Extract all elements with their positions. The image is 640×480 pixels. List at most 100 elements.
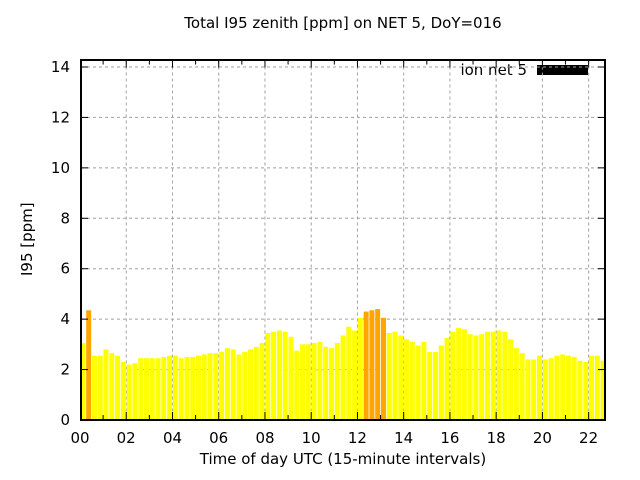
bar-17:45 xyxy=(490,331,496,420)
bar-22:30 xyxy=(600,360,606,420)
bar-11:30 xyxy=(346,326,352,420)
bar-19:45 xyxy=(537,355,543,420)
bar-19:15 xyxy=(525,359,531,420)
bar-11:00 xyxy=(334,343,340,420)
bars xyxy=(80,309,606,420)
bar-10:00 xyxy=(311,343,317,420)
bar-20:15 xyxy=(548,358,554,420)
bar-14:00 xyxy=(404,339,410,420)
bar-08:15 xyxy=(271,331,277,420)
bar-00:30 xyxy=(91,355,97,420)
bar-00:45 xyxy=(97,355,103,420)
bar-12:15 xyxy=(363,311,369,420)
bar-02:15 xyxy=(132,363,138,420)
bar-18:30 xyxy=(508,339,514,420)
bar-11:15 xyxy=(340,335,346,420)
bar-09:15 xyxy=(294,350,300,420)
bar-03:15 xyxy=(155,358,161,420)
bar-16:30 xyxy=(461,329,467,420)
svg-text:12: 12 xyxy=(348,429,367,447)
bar-12:00 xyxy=(357,317,363,420)
x-axis-label: Time of day UTC (15-minute intervals) xyxy=(199,450,487,468)
bar-20:30 xyxy=(554,355,560,420)
bar-02:00 xyxy=(126,364,132,420)
bar-03:00 xyxy=(149,358,155,420)
svg-text:4: 4 xyxy=(60,310,70,328)
svg-text:2: 2 xyxy=(60,361,70,379)
bar-12:30 xyxy=(369,310,375,420)
bar-07:15 xyxy=(248,349,254,420)
bar-16:15 xyxy=(456,327,462,420)
bar-09:30 xyxy=(300,344,306,420)
bar-15:15 xyxy=(432,351,438,420)
bar-00:15 xyxy=(86,310,92,420)
svg-text:6: 6 xyxy=(60,260,70,278)
bar-02:30 xyxy=(138,358,144,420)
bar-11:45 xyxy=(352,330,358,420)
bar-00:00 xyxy=(80,343,86,420)
bar-06:30 xyxy=(230,349,236,420)
bar-08:45 xyxy=(282,331,288,420)
bar-14:45 xyxy=(421,341,427,420)
bar-18:15 xyxy=(502,331,508,420)
bar-09:45 xyxy=(305,344,311,420)
bar-21:30 xyxy=(577,360,583,420)
bar-14:15 xyxy=(409,341,415,420)
bar-06:15 xyxy=(224,348,230,420)
svg-text:8: 8 xyxy=(60,209,70,227)
bar-01:00 xyxy=(103,349,109,420)
bar-10:30 xyxy=(323,346,329,420)
bar-21:15 xyxy=(571,356,577,420)
bar-20:00 xyxy=(542,359,548,420)
x-tick-labels: 00 02 04 06 08 10 12 14 16 18 20 22 xyxy=(70,429,598,447)
y-tick-labels: 0 2 4 6 8 10 12 14 xyxy=(51,58,70,429)
bar-16:45 xyxy=(467,334,473,420)
bar-21:45 xyxy=(583,362,589,420)
bar-22:15 xyxy=(594,355,600,420)
bar-04:30 xyxy=(184,356,190,420)
chart-title: Total I95 zenith [ppm] on NET 5, DoY=016 xyxy=(184,14,502,32)
svg-text:16: 16 xyxy=(440,429,459,447)
bar-13:45 xyxy=(398,335,404,420)
ticks xyxy=(81,60,605,419)
bar-04:15 xyxy=(178,358,184,420)
bar-03:30 xyxy=(161,356,167,420)
bar-03:45 xyxy=(167,355,173,420)
svg-text:08: 08 xyxy=(255,429,274,447)
bar-07:00 xyxy=(242,351,248,420)
bar-04:00 xyxy=(172,355,178,420)
bar-01:30 xyxy=(115,355,121,420)
bar-10:45 xyxy=(328,348,334,420)
bar-01:45 xyxy=(120,362,126,420)
bar-08:30 xyxy=(276,330,282,420)
bar-17:30 xyxy=(485,331,490,420)
bar-06:00 xyxy=(219,351,225,420)
bar-19:30 xyxy=(531,359,537,420)
bar-18:00 xyxy=(496,330,502,420)
bar-08:00 xyxy=(265,333,271,420)
bar-13:15 xyxy=(386,333,392,420)
bar-15:30 xyxy=(438,345,444,420)
bar-05:00 xyxy=(196,355,201,420)
bar-19:00 xyxy=(519,353,525,420)
bar-05:30 xyxy=(207,353,213,420)
svg-text:02: 02 xyxy=(117,429,136,447)
bar-18:45 xyxy=(513,348,519,420)
svg-text:04: 04 xyxy=(163,429,182,447)
bar-05:15 xyxy=(201,354,207,420)
svg-text:14: 14 xyxy=(51,58,70,76)
bar-15:45 xyxy=(444,338,450,420)
bar-13:30 xyxy=(392,331,398,420)
legend: ion net 5 xyxy=(80,61,588,79)
plot-border xyxy=(80,59,606,421)
legend-label: ion net 5 xyxy=(460,61,527,79)
bar-14:30 xyxy=(415,345,421,420)
legend-swatch xyxy=(537,65,588,75)
bar-15:00 xyxy=(427,351,433,420)
svg-text:22: 22 xyxy=(579,429,598,447)
bar-07:30 xyxy=(253,346,259,420)
bar-07:45 xyxy=(259,343,265,420)
bar-06:45 xyxy=(236,354,242,420)
svg-text:00: 00 xyxy=(70,429,89,447)
